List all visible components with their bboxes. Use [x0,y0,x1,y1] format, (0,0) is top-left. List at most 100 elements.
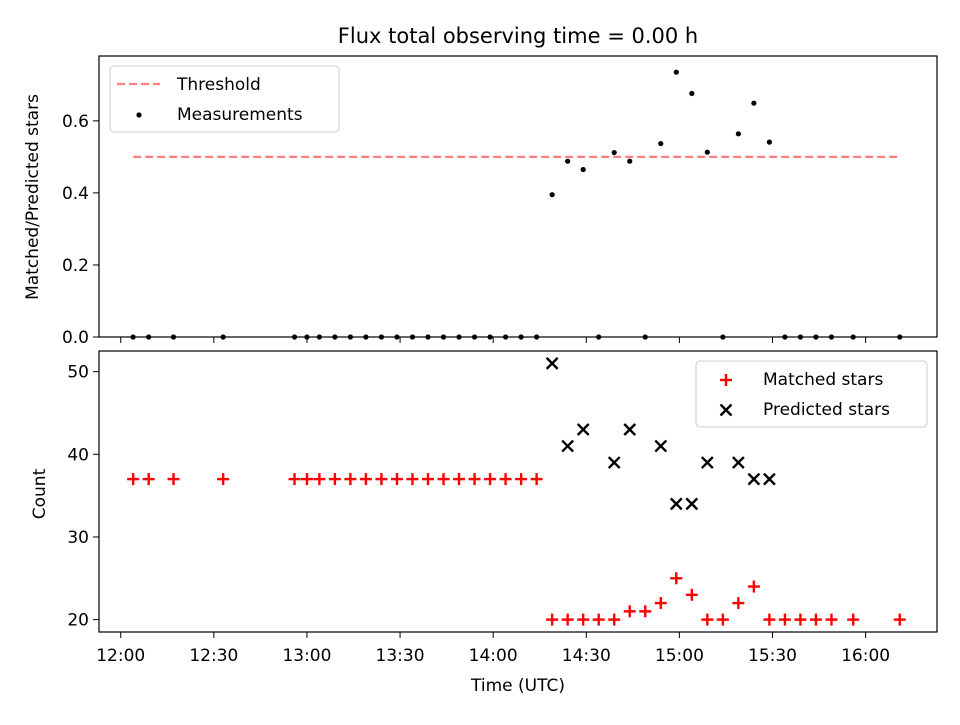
matched-star-point [778,613,791,626]
legend-matched-swatch [720,374,732,386]
count-y-tick-label: 40 [67,445,89,465]
matched-star-point [437,473,450,486]
matched-star-point [142,473,155,486]
matched-star-point [468,473,481,486]
x-tick-label: 14:00 [469,646,518,666]
matched-star-point [328,473,341,486]
matched-star-point [499,473,512,486]
predicted-star-point [732,456,745,469]
x-axis-label: Time (UTC) [470,676,565,696]
predicted-star-point [545,357,559,370]
x-tick-label: 13:00 [282,646,331,666]
measurement-point [704,149,710,155]
matched-star-point [344,473,357,486]
count-y-tick-label: 30 [67,528,89,548]
ratio-y-tick-label: 0.0 [62,328,89,348]
count-y-axis-label: Count [30,468,50,519]
matched-star-point [794,613,807,626]
legend-threshold-label: Threshold [176,75,261,95]
predicted-star-point [654,439,668,453]
matched-star-point [809,613,822,626]
matched-star-point [484,473,497,486]
count-y-tick-label: 50 [67,363,89,383]
measurement-point [673,69,679,75]
predicted-star-point [685,497,699,511]
count-legend-box [695,360,928,428]
matched-star-point [515,473,528,486]
ratio-legend-box [109,65,340,133]
ratio-y-tick-label: 0.2 [62,256,89,276]
matched-star-point [167,473,180,486]
legend-matched-marker [720,374,732,386]
count-panel: 20 30 40 50 12:00 12:30 13:00 13:30 14:00 14:30 15… [30,350,938,696]
legend-predicted-label: Predicted stars [763,400,890,420]
matched-star-point [577,613,590,626]
matched-star-point [390,473,403,486]
count-plot-frame [98,350,938,633]
matched-star-point [313,473,326,486]
matched-star-point [716,613,729,626]
matched-star-point [763,613,776,626]
legend-measurements-swatch [136,112,142,118]
matched-star-point [847,613,860,626]
legend-predicted-marker [719,403,733,417]
x-tick-label: 12:30 [189,646,238,666]
predicted-star-point [623,423,637,436]
count-y-tick-label: 20 [67,611,89,631]
predicted-star-point [669,497,683,511]
matched-star-point [623,605,636,618]
matched-star-point [701,613,714,626]
x-tick-label: 15:00 [655,646,704,666]
x-tick-label: 14:30 [562,646,611,666]
predicted-star-point [576,423,590,436]
matched-star-point [453,473,466,486]
predicted-star-point [561,439,575,453]
matched-star-point [893,613,906,626]
legend-measurements-label: Measurements [177,105,303,125]
ratio-plot-frame [98,55,938,338]
matched-star-point [421,473,434,486]
legend-predicted-swatch [719,403,733,417]
predicted-star-point [607,456,621,469]
matched-star-point [685,588,698,601]
measurement-point [611,149,617,156]
matched-star-point [608,613,621,626]
matched-star-point [300,473,313,486]
matched-star-point [288,473,301,486]
measurement-point [658,140,664,147]
matched-star-point [217,473,230,486]
ratio-panel: Flux total observing time = 0.00 h 0.0 0.… [23,24,938,348]
x-tick-label: 12:00 [96,646,145,666]
matched-star-point [127,473,140,486]
predicted-star-point [763,472,776,486]
count-legend: Matched stars Predicted stars [695,360,928,428]
matched-star-point [732,597,745,610]
x-tick-label: 15:30 [748,646,797,666]
matched-star-point [592,613,605,626]
matched-star-point [406,473,419,486]
ratio-y-axis-label: Matched/Predicted stars [23,94,43,300]
measurement-point [580,166,586,173]
matched-star-point [530,473,543,486]
matched-star-point [639,605,652,618]
predicted-star-point [747,472,761,486]
matched-star-point [546,613,559,626]
ratio-legend: Threshold Measurements [109,65,340,133]
matched-star-point [747,580,760,593]
matched-star-point [375,473,388,486]
ratio-y-tick-label: 0.4 [62,184,89,204]
x-tick-label: 16:00 [841,646,890,666]
matched-star-point [825,613,838,626]
matched-star-point [654,597,667,610]
measurement-point [689,90,695,97]
ratio-y-tick-label: 0.6 [62,112,89,132]
measurement-point [751,100,757,106]
chart-title: Flux total observing time = 0.00 h [338,24,698,48]
predicted-star-point [700,456,714,469]
matched-star-point [359,473,372,486]
measurement-point [627,158,633,164]
x-tick-label: 13:30 [376,646,425,666]
measurement-point [766,139,773,145]
measurement-point [735,131,741,137]
